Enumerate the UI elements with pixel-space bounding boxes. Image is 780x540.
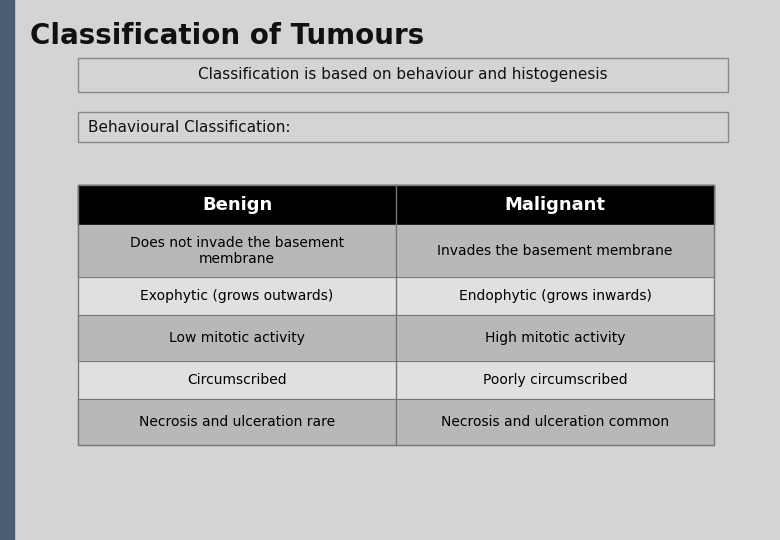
Bar xyxy=(396,277,714,315)
Text: Exophytic (grows outwards): Exophytic (grows outwards) xyxy=(140,289,334,303)
Bar xyxy=(0,0,14,540)
Text: Low mitotic activity: Low mitotic activity xyxy=(169,331,305,345)
Bar xyxy=(78,112,728,142)
Bar xyxy=(78,315,396,361)
Text: Poorly circumscribed: Poorly circumscribed xyxy=(483,373,627,387)
Text: Malignant: Malignant xyxy=(505,196,605,214)
Text: Circumscribed: Circumscribed xyxy=(187,373,287,387)
Text: Behavioural Classification:: Behavioural Classification: xyxy=(88,119,290,134)
Text: Necrosis and ulceration rare: Necrosis and ulceration rare xyxy=(139,415,335,429)
Bar xyxy=(396,361,714,399)
Bar xyxy=(78,399,396,445)
Text: Classification is based on behaviour and histogenesis: Classification is based on behaviour and… xyxy=(198,68,608,83)
Bar xyxy=(78,277,396,315)
Text: Endophytic (grows inwards): Endophytic (grows inwards) xyxy=(459,289,651,303)
Text: Invades the basement membrane: Invades the basement membrane xyxy=(438,244,672,258)
Bar xyxy=(396,225,714,277)
Bar xyxy=(396,185,714,225)
Bar xyxy=(78,361,396,399)
Bar xyxy=(396,315,714,361)
Text: Classification of Tumours: Classification of Tumours xyxy=(30,22,424,50)
Bar xyxy=(78,185,714,445)
Bar xyxy=(78,225,396,277)
Text: High mitotic activity: High mitotic activity xyxy=(484,331,626,345)
Text: Does not invade the basement
membrane: Does not invade the basement membrane xyxy=(130,236,344,266)
Bar xyxy=(78,185,396,225)
Bar xyxy=(396,399,714,445)
Text: Benign: Benign xyxy=(202,196,272,214)
Text: Necrosis and ulceration common: Necrosis and ulceration common xyxy=(441,415,669,429)
Bar xyxy=(78,58,728,92)
